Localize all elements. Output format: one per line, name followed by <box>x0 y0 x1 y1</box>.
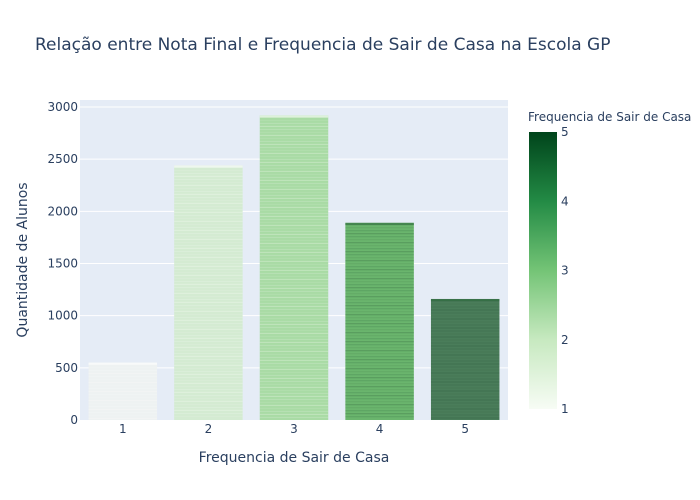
bar-group <box>174 165 243 420</box>
bar[interactable] <box>88 362 158 420</box>
colorbar-ticks: 1 2 3 4 5 <box>561 125 569 416</box>
colorbar-tick-label: 3 <box>561 264 569 278</box>
bar-texture <box>430 300 500 419</box>
bar-texture <box>174 166 243 417</box>
x-tick-label: 4 <box>376 422 384 436</box>
colorbar-tick-label: 5 <box>561 125 569 139</box>
bar-texture <box>259 116 329 418</box>
bar-group <box>259 115 329 420</box>
x-tick-label: 2 <box>205 422 213 436</box>
x-tick-label: 3 <box>290 422 298 436</box>
bar-group <box>430 298 500 420</box>
y-tick-label: 500 <box>55 361 78 375</box>
bar[interactable] <box>345 222 414 420</box>
y-axis-title: Quantidade de Alunos <box>15 182 31 337</box>
bar-texture <box>345 224 414 418</box>
bars <box>88 115 500 420</box>
y-tick-label: 0 <box>70 413 78 427</box>
colorbar-tick-label: 1 <box>561 402 569 416</box>
bar-group <box>88 362 158 420</box>
y-tick-label: 3000 <box>47 100 78 114</box>
bar[interactable] <box>174 165 243 420</box>
colorbar <box>529 132 557 409</box>
colorbar-tick-label: 2 <box>561 333 569 347</box>
bar-group <box>345 222 414 420</box>
x-axis-title: Frequencia de Sair de Casa <box>199 450 390 466</box>
y-tick-label: 2500 <box>47 152 78 166</box>
y-tick-label: 2000 <box>47 204 78 218</box>
y-tick-label: 1000 <box>47 309 78 323</box>
y-tick-label: 1500 <box>47 257 78 271</box>
x-tick-label: 1 <box>119 422 127 436</box>
bar[interactable] <box>259 115 329 420</box>
colorbar-title: Frequencia de Sair de Casa <box>528 110 691 124</box>
chart-title: Relação entre Nota Final e Frequencia de… <box>35 35 610 55</box>
x-ticks: 1 2 3 4 5 <box>119 422 469 436</box>
colorbar-tick-label: 4 <box>561 194 569 208</box>
x-tick-label: 5 <box>461 422 469 436</box>
bar[interactable] <box>430 298 500 420</box>
y-ticks: 0 500 1000 1500 2000 2500 3000 <box>47 100 78 427</box>
